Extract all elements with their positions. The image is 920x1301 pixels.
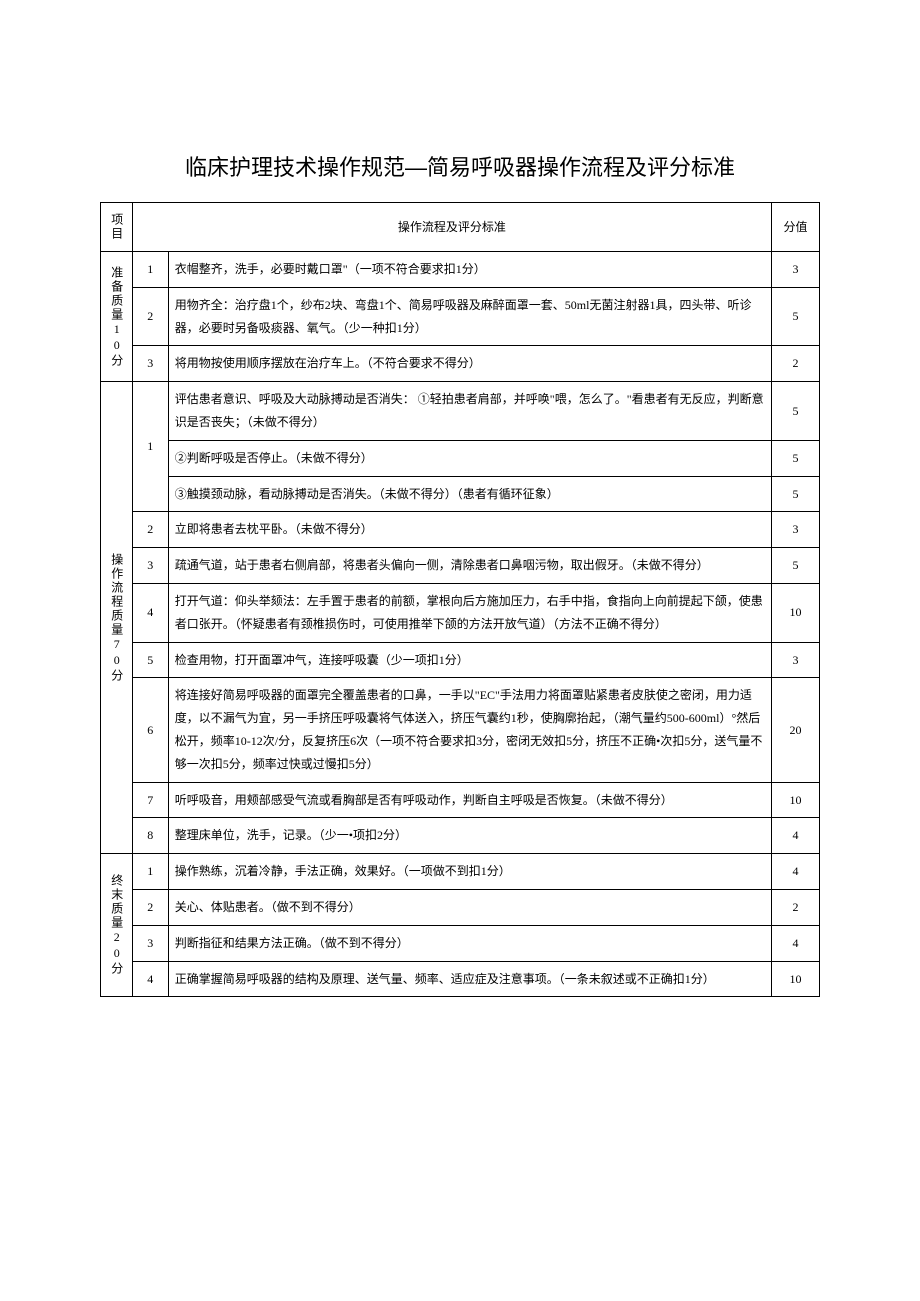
section-label: 操作流程质量70分	[101, 382, 133, 854]
header-section: 项目	[101, 203, 133, 252]
row-score: 10	[772, 961, 820, 997]
table-row: ②判断呼吸是否停止。（未做不得分）5	[101, 440, 820, 476]
header-desc: 操作流程及评分标准	[132, 203, 771, 252]
row-number: 7	[132, 782, 168, 818]
row-score: 4	[772, 854, 820, 890]
row-score: 5	[772, 287, 820, 346]
row-score: 5	[772, 382, 820, 441]
table-row: 2立即将患者去枕平卧。（未做不得分）3	[101, 512, 820, 548]
row-description: 用物齐全：治疗盘1个，纱布2块、弯盘1个、简易呼吸器及麻醉面罩一套、50ml无菌…	[168, 287, 771, 346]
row-number: 2	[132, 889, 168, 925]
row-description: 打开气道：仰头举颏法：左手置于患者的前额，掌根向后方施加压力，右手中指，食指向上…	[168, 583, 771, 642]
row-description: 将用物按使用顺序摆放在治疗车上。（不符合要求不得分）	[168, 346, 771, 382]
row-score: 20	[772, 678, 820, 782]
page-title: 临床护理技术操作规范—简易呼吸器操作流程及评分标准	[100, 150, 820, 182]
row-number: 1	[132, 252, 168, 288]
row-description: 判断指征和结果方法正确。（做不到不得分）	[168, 925, 771, 961]
row-number: 4	[132, 583, 168, 642]
table-row: 3将用物按使用顺序摆放在治疗车上。（不符合要求不得分）2	[101, 346, 820, 382]
row-score: 3	[772, 642, 820, 678]
row-score: 5	[772, 476, 820, 512]
row-description: 听呼吸音，用颊部感受气流或看胸部是否有呼吸动作，判断自主呼吸是否恢复。（未做不得…	[168, 782, 771, 818]
row-score: 3	[772, 512, 820, 548]
row-score: 5	[772, 440, 820, 476]
row-number: 3	[132, 548, 168, 584]
row-number: 3	[132, 925, 168, 961]
row-number: 6	[132, 678, 168, 782]
row-number: 2	[132, 287, 168, 346]
row-description: 检查用物，打开面罩冲气，连接呼吸囊（少一项扣1分）	[168, 642, 771, 678]
scoring-table: 项目 操作流程及评分标准 分值 准备质量10分1衣帽整齐，洗手，必要时戴口罩"（…	[100, 202, 820, 997]
row-description: 整理床单位，洗手，记录。（少一•项扣2分）	[168, 818, 771, 854]
table-row: 4打开气道：仰头举颏法：左手置于患者的前额，掌根向后方施加压力，右手中指，食指向…	[101, 583, 820, 642]
table-row: 8整理床单位，洗手，记录。（少一•项扣2分）4	[101, 818, 820, 854]
table-row: 准备质量10分1衣帽整齐，洗手，必要时戴口罩"（一项不符合要求扣1分）3	[101, 252, 820, 288]
row-number: 2	[132, 512, 168, 548]
row-number: 5	[132, 642, 168, 678]
table-row: 2用物齐全：治疗盘1个，纱布2块、弯盘1个、简易呼吸器及麻醉面罩一套、50ml无…	[101, 287, 820, 346]
table-row: 终末质量20分1操作熟练，沉着冷静，手法正确，效果好。（一项做不到扣1分）4	[101, 854, 820, 890]
row-score: 2	[772, 346, 820, 382]
header-score: 分值	[772, 203, 820, 252]
row-score: 10	[772, 782, 820, 818]
row-number: 8	[132, 818, 168, 854]
section-label: 终末质量20分	[101, 854, 133, 997]
section-label: 准备质量10分	[101, 252, 133, 382]
row-description: 正确掌握简易呼吸器的结构及原理、送气量、频率、适应症及注意事项。（一条未叙述或不…	[168, 961, 771, 997]
row-score: 10	[772, 583, 820, 642]
row-number: 3	[132, 346, 168, 382]
row-score: 2	[772, 889, 820, 925]
row-score: 5	[772, 548, 820, 584]
row-description: 操作熟练，沉着冷静，手法正确，效果好。（一项做不到扣1分）	[168, 854, 771, 890]
row-description: ②判断呼吸是否停止。（未做不得分）	[168, 440, 771, 476]
row-description: 关心、体贴患者。（做不到不得分）	[168, 889, 771, 925]
row-description: 评估患者意识、呼吸及大动脉搏动是否消失： ①轻拍患者肩部，并呼唤"喂，怎么了。"…	[168, 382, 771, 441]
row-number: 1	[132, 382, 168, 512]
table-row: ③触摸颈动脉，看动脉搏动是否消失。（未做不得分）（患者有循环征象）5	[101, 476, 820, 512]
table-row: 3判断指征和结果方法正确。（做不到不得分）4	[101, 925, 820, 961]
row-score: 3	[772, 252, 820, 288]
row-description: 疏通气道，站于患者右侧肩部，将患者头偏向一侧，清除患者口鼻咽污物，取出假牙。（未…	[168, 548, 771, 584]
row-description: ③触摸颈动脉，看动脉搏动是否消失。（未做不得分）（患者有循环征象）	[168, 476, 771, 512]
table-row: 4正确掌握简易呼吸器的结构及原理、送气量、频率、适应症及注意事项。（一条未叙述或…	[101, 961, 820, 997]
row-description: 衣帽整齐，洗手，必要时戴口罩"（一项不符合要求扣1分）	[168, 252, 771, 288]
table-row: 2关心、体贴患者。（做不到不得分）2	[101, 889, 820, 925]
row-score: 4	[772, 925, 820, 961]
row-score: 4	[772, 818, 820, 854]
table-row: 3疏通气道，站于患者右侧肩部，将患者头偏向一侧，清除患者口鼻咽污物，取出假牙。（…	[101, 548, 820, 584]
row-description: 将连接好简易呼吸器的面罩完全覆盖患者的口鼻，一手以"EC"手法用力将面罩贴紧患者…	[168, 678, 771, 782]
table-header-row: 项目 操作流程及评分标准 分值	[101, 203, 820, 252]
row-number: 1	[132, 854, 168, 890]
table-row: 操作流程质量70分1评估患者意识、呼吸及大动脉搏动是否消失： ①轻拍患者肩部，并…	[101, 382, 820, 441]
table-row: 7听呼吸音，用颊部感受气流或看胸部是否有呼吸动作，判断自主呼吸是否恢复。（未做不…	[101, 782, 820, 818]
row-number: 4	[132, 961, 168, 997]
row-description: 立即将患者去枕平卧。（未做不得分）	[168, 512, 771, 548]
table-row: 5检查用物，打开面罩冲气，连接呼吸囊（少一项扣1分）3	[101, 642, 820, 678]
table-row: 6将连接好简易呼吸器的面罩完全覆盖患者的口鼻，一手以"EC"手法用力将面罩贴紧患…	[101, 678, 820, 782]
